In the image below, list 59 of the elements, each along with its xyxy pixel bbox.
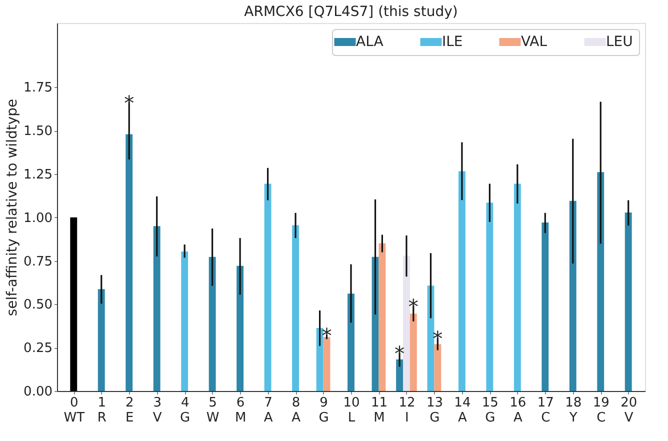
y-tick-label: 1.75 — [24, 80, 52, 96]
bar — [542, 222, 549, 391]
annotation: * — [408, 294, 418, 318]
bar — [458, 171, 466, 391]
x-tick-label: 0 WT — [64, 396, 85, 426]
y-axis-title: self-affinity relative to wildtype — [4, 98, 21, 316]
legend-label: ALA — [356, 34, 384, 50]
bar — [181, 251, 188, 391]
x-tick-label: 16 A — [510, 396, 526, 426]
x-tick-label: 9 G — [318, 396, 329, 426]
bar — [348, 294, 354, 391]
annotation: * — [124, 90, 134, 115]
x-tick-label: 6 M — [234, 396, 246, 426]
x-tick-label: 8 A — [292, 396, 301, 426]
bar — [70, 217, 78, 391]
bar — [126, 134, 133, 391]
bar — [434, 344, 442, 391]
y-tick-label: 1.25 — [24, 168, 52, 183]
x-tick-label: 20 V — [620, 396, 638, 426]
x-tick-label: 17 C — [537, 396, 554, 426]
bar — [323, 337, 330, 391]
x-tick-label: 12 I — [398, 396, 416, 426]
bar — [624, 212, 632, 391]
legend-label: ILE — [442, 34, 463, 50]
legend-label: VAL — [521, 34, 548, 50]
bar — [264, 184, 272, 391]
x-tick-label: 10 L — [343, 396, 360, 426]
y-tick-label: 0.75 — [24, 254, 52, 270]
x-tick-label: 18 Y — [565, 396, 582, 426]
bar — [98, 289, 105, 391]
bar — [153, 226, 160, 391]
x-tick-label: 5 W — [206, 396, 220, 426]
y-tick-label: 1.00 — [24, 210, 52, 226]
y-tick-label: 1.50 — [24, 124, 52, 140]
y-tick-label: 0.25 — [24, 341, 52, 356]
y-tick-label: 0.50 — [24, 298, 52, 313]
annotation: * — [394, 342, 405, 366]
bar — [569, 200, 576, 391]
x-tick-label: 15 G — [482, 396, 498, 426]
bar — [378, 243, 386, 391]
bar — [208, 256, 216, 391]
x-tick-label: 19 C — [592, 396, 610, 426]
x-tick-label: 3 V — [152, 396, 162, 426]
x-tick-label: 11 M — [370, 396, 388, 426]
y-tick-label: 0.00 — [24, 384, 52, 400]
bar — [236, 266, 244, 391]
x-tick-label: 13 G — [426, 396, 443, 426]
x-tick-label: 7 A — [264, 396, 273, 426]
bar — [514, 184, 521, 391]
x-tick-label: 1 R — [97, 396, 106, 426]
bar — [486, 202, 494, 391]
bar — [597, 172, 604, 391]
chart-title: ARMCX6 [Q7L4S7] (this study) — [244, 4, 458, 20]
x-tick-label: 14 A — [454, 396, 471, 426]
bar — [403, 256, 410, 391]
bar — [292, 225, 299, 391]
x-tick-label: 4 G — [180, 396, 190, 426]
x-tick-label: 2 E — [125, 396, 134, 426]
legend-label: LEU — [606, 34, 633, 50]
